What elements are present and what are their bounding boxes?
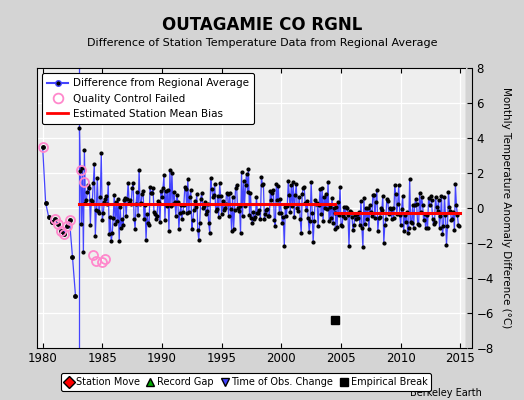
Text: OUTAGAMIE CO RGNL: OUTAGAMIE CO RGNL (162, 16, 362, 34)
Text: Difference of Station Temperature Data from Regional Average: Difference of Station Temperature Data f… (87, 38, 437, 48)
Y-axis label: Monthly Temperature Anomaly Difference (°C): Monthly Temperature Anomaly Difference (… (500, 87, 510, 329)
Text: Berkeley Earth: Berkeley Earth (410, 388, 482, 398)
Legend: Difference from Regional Average, Quality Control Failed, Estimated Station Mean: Difference from Regional Average, Qualit… (42, 73, 254, 124)
Legend: Station Move, Record Gap, Time of Obs. Change, Empirical Break: Station Move, Record Gap, Time of Obs. C… (61, 373, 431, 391)
